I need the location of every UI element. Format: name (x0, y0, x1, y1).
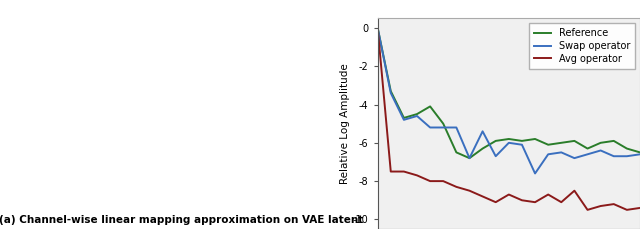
Avg operator (571, 189, 579, 192)
Avg operator (545, 193, 552, 196)
Avg operator (387, 170, 395, 173)
Swap operator (466, 157, 474, 160)
Avg operator (492, 201, 500, 204)
Reference (440, 122, 447, 125)
Avg operator (400, 170, 408, 173)
Swap operator (413, 115, 421, 117)
Reference (545, 143, 552, 146)
Swap operator (557, 151, 565, 154)
Reference (584, 147, 591, 150)
Swap operator (374, 27, 381, 29)
Swap operator (387, 92, 395, 94)
Reference (387, 90, 395, 93)
Reference (492, 139, 500, 142)
Swap operator (584, 153, 591, 156)
Reference (518, 139, 526, 142)
Avg operator (426, 180, 434, 183)
Reference (557, 142, 565, 144)
Avg operator (518, 199, 526, 202)
Avg operator (440, 180, 447, 183)
Swap operator (400, 118, 408, 121)
Avg operator (466, 189, 474, 192)
Text: (a) Channel-wise linear mapping approximation on VAE latent: (a) Channel-wise linear mapping approxim… (0, 215, 363, 225)
Avg operator (597, 205, 605, 207)
Swap operator (492, 155, 500, 158)
Y-axis label: Relative Log Amplitude: Relative Log Amplitude (340, 63, 350, 184)
Swap operator (531, 172, 539, 175)
Reference (452, 151, 460, 154)
Reference (571, 139, 579, 142)
Reference (610, 139, 618, 142)
Avg operator (505, 193, 513, 196)
Line: Swap operator: Swap operator (378, 28, 640, 173)
Avg operator (636, 207, 640, 209)
Legend: Reference, Swap operator, Avg operator: Reference, Swap operator, Avg operator (529, 23, 635, 69)
Reference (597, 142, 605, 144)
Reference (505, 138, 513, 140)
Avg operator (557, 201, 565, 204)
Avg operator (610, 203, 618, 205)
Reference (531, 138, 539, 140)
Reference (636, 151, 640, 154)
Avg operator (479, 195, 486, 198)
Avg operator (413, 174, 421, 177)
Avg operator (584, 208, 591, 211)
Swap operator (505, 142, 513, 144)
Swap operator (610, 155, 618, 158)
Reference (413, 113, 421, 115)
Reference (466, 157, 474, 160)
Avg operator (452, 185, 460, 188)
Reference (426, 105, 434, 108)
Swap operator (452, 126, 460, 129)
Swap operator (597, 149, 605, 152)
Reference (479, 147, 486, 150)
Swap operator (623, 155, 631, 158)
Swap operator (426, 126, 434, 129)
Swap operator (440, 126, 447, 129)
Avg operator (374, 27, 381, 29)
Swap operator (545, 153, 552, 156)
Reference (623, 147, 631, 150)
Avg operator (623, 208, 631, 211)
Reference (400, 117, 408, 119)
Swap operator (571, 157, 579, 160)
Swap operator (636, 153, 640, 156)
Reference (374, 27, 381, 29)
Line: Reference: Reference (378, 28, 640, 158)
Swap operator (518, 143, 526, 146)
Swap operator (479, 130, 486, 133)
Line: Avg operator: Avg operator (378, 28, 640, 210)
Avg operator (531, 201, 539, 204)
